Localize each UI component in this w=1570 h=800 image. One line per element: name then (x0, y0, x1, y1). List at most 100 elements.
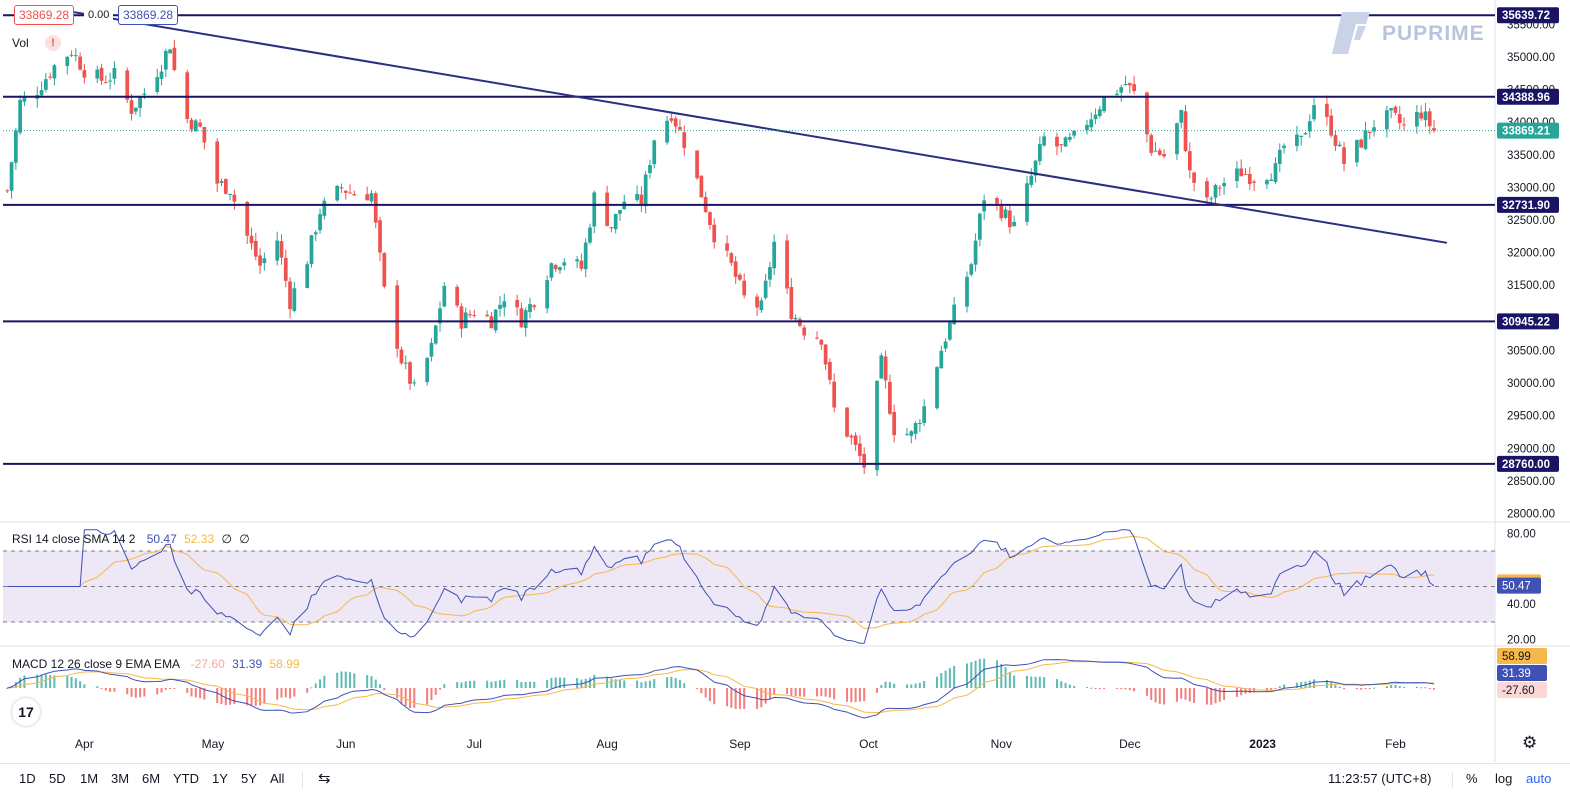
candle (425, 356, 430, 386)
candle (228, 193, 232, 201)
candle-body (1295, 134, 1299, 147)
candle-body (1307, 121, 1312, 132)
candle (845, 407, 849, 438)
macd-histogram-bar (1308, 680, 1311, 688)
candle (305, 261, 310, 289)
macd-histogram-bar (1008, 671, 1011, 688)
candle-body (185, 72, 190, 119)
candle-body (759, 300, 764, 311)
macd-histogram-bar (790, 688, 793, 696)
macd-histogram-bar (276, 688, 279, 700)
candle-body (909, 431, 914, 436)
candle (5, 189, 10, 194)
log-toggle[interactable]: log (1495, 771, 1513, 786)
timeframe-1m[interactable]: 1M (80, 771, 99, 786)
candle (1213, 183, 1218, 205)
candle (545, 275, 549, 314)
candle-body (1213, 185, 1218, 198)
candle (189, 117, 194, 133)
auto-toggle[interactable]: auto (1526, 771, 1552, 786)
candle-body (1342, 147, 1346, 164)
candle-body (249, 235, 254, 244)
macd-histogram-bar (1398, 686, 1401, 688)
macd-histogram-bar (923, 680, 926, 688)
timeframe-1d[interactable]: 1D (19, 771, 36, 786)
candle-body (562, 262, 567, 266)
macd-histogram-bar (533, 681, 536, 688)
date-range-icon[interactable]: ⇆ (318, 770, 331, 787)
macd-histogram-bar (983, 658, 986, 688)
candle (1333, 130, 1338, 151)
candle-body (292, 288, 297, 311)
clock-time[interactable]: 11:23:57 (UTC+8) (1328, 771, 1432, 786)
candle (343, 190, 348, 200)
macd-histogram-bar (1428, 688, 1431, 689)
macd-histogram-bar (1295, 682, 1298, 688)
candle-body (875, 380, 879, 471)
candle (699, 175, 704, 198)
timeframe-5d[interactable]: 5D (49, 771, 66, 786)
candle-body (1303, 132, 1308, 135)
gear-icon[interactable]: ⚙ (1522, 733, 1538, 752)
macd-histogram-bar (803, 688, 806, 697)
divider (302, 772, 303, 788)
timeframe-1y[interactable]: 1Y (212, 771, 228, 786)
macd-histogram-bar (1103, 688, 1106, 689)
exclamation-icon[interactable]: ! (45, 35, 61, 51)
candle-body (99, 67, 104, 81)
candle (759, 297, 764, 313)
candle (858, 435, 862, 463)
macd-histogram-bar (314, 683, 317, 688)
candle (669, 112, 674, 124)
candle (245, 200, 250, 245)
candle-body (1325, 103, 1329, 117)
candle (1329, 108, 1334, 138)
macd-histogram-bar (284, 688, 287, 698)
macd-histogram-bar (863, 688, 866, 702)
candle (1187, 142, 1192, 179)
candle-body (969, 264, 974, 275)
candle-body (1273, 163, 1278, 182)
candle-body (943, 341, 948, 349)
macd-histogram-bar (409, 688, 412, 709)
candle-body (1119, 87, 1124, 93)
macd-histogram-bar (1158, 688, 1161, 704)
candle-body (223, 179, 228, 194)
candle (682, 125, 687, 156)
candles-group (5, 40, 1436, 477)
candle (922, 399, 927, 427)
tradingview-logo-icon[interactable]: ⁠17 (12, 698, 40, 726)
macd-histogram-bar (19, 677, 22, 688)
macd-histogram-bar (224, 688, 227, 706)
candle-body (455, 286, 460, 306)
candle-body (665, 120, 669, 143)
candle (39, 81, 44, 98)
timeframe-3m[interactable]: 3M (111, 771, 130, 786)
rsi-sma-line (7, 535, 1435, 630)
candle-body (279, 241, 284, 258)
timeframe-5y[interactable]: 5Y (241, 771, 257, 786)
macd-histogram-bar (79, 681, 82, 688)
timeframe-all[interactable]: All (270, 771, 285, 786)
candle (905, 427, 909, 436)
candle (849, 433, 854, 445)
macd-histogram-bar (109, 688, 112, 692)
macd-histogram-bar (1368, 688, 1371, 689)
macd-histogram-bar (194, 688, 197, 698)
rsi-na-1: ∅ (221, 532, 232, 546)
macd-histogram-bar (143, 688, 146, 697)
macd-histogram-bar (734, 688, 737, 709)
timeframe-ytd[interactable]: YTD (173, 771, 199, 786)
candle (605, 185, 609, 227)
macd-histogram-bar (970, 662, 973, 688)
price-tick-label: 32000.00 (1507, 248, 1555, 260)
percent-toggle[interactable]: % (1466, 771, 1478, 786)
candle-body (168, 49, 172, 54)
candle (1247, 166, 1252, 190)
candle-body (673, 118, 678, 127)
candle (1397, 106, 1402, 130)
candle (455, 284, 460, 308)
level-price-label: 34388.96 (1502, 92, 1550, 104)
timeframe-6m[interactable]: 6M (142, 771, 161, 786)
